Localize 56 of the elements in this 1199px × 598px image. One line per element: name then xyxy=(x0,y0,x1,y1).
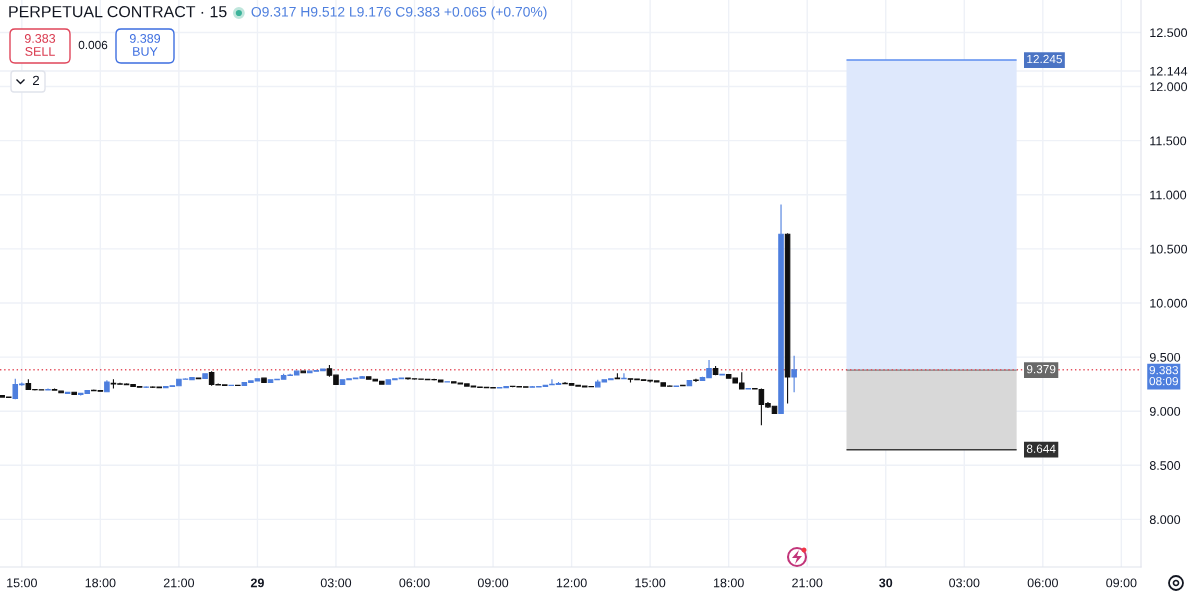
x-tick-label: 15:00 xyxy=(7,578,37,588)
x-tick-label: 15:00 xyxy=(635,578,666,588)
candlestick xyxy=(64,391,71,395)
data-label: 8.644 xyxy=(1026,444,1056,453)
candlestick xyxy=(745,387,752,391)
x-tick-label: 21:00 xyxy=(792,578,823,588)
annotation: 9.389 BUY xyxy=(129,34,161,56)
y-tick-label: 8.000 xyxy=(1149,515,1181,525)
candlestick xyxy=(778,203,784,415)
x-tick-label: 29 xyxy=(250,578,264,588)
data-label: 12.245 xyxy=(1027,54,1062,64)
candlestick xyxy=(614,372,621,380)
x-tick-label: 03:00 xyxy=(949,578,980,588)
x-tick-label: 09:00 xyxy=(1106,578,1137,588)
annotation: 0.006 xyxy=(78,40,108,50)
chart-title: PERPETUAL CONTRACT · 15 xyxy=(9,5,227,18)
chart-subtitle: O9.317 H9.512 L9.176 C9.383 +0.065 (+0.70%) xyxy=(251,6,547,20)
x-tick-label: 12:00 xyxy=(556,578,587,588)
candlestick xyxy=(673,385,680,388)
candlestick xyxy=(712,365,719,376)
candlestick xyxy=(693,378,699,383)
x-tick-label: 30 xyxy=(879,578,893,588)
y-tick-label: 10.000 xyxy=(1150,298,1188,308)
candlestick xyxy=(621,372,627,380)
x-tick-label: 03:00 xyxy=(320,578,352,588)
y-tick-label: 8.500 xyxy=(1149,461,1181,470)
y-tick-label: 9.500 xyxy=(1149,352,1181,362)
y-tick-label: 10.500 xyxy=(1150,244,1188,254)
candlestick xyxy=(444,380,451,384)
candlestick xyxy=(261,377,267,384)
x-tick-label: 06:00 xyxy=(399,578,430,588)
candlestick xyxy=(51,387,58,392)
candlestick xyxy=(104,379,110,393)
candlestick xyxy=(71,391,77,396)
y-tick-label: 11.000 xyxy=(1150,190,1187,200)
data-label: 9.379 xyxy=(1026,364,1056,374)
annotation: 2 xyxy=(33,75,40,85)
x-tick-label: 21:00 xyxy=(163,578,195,588)
y-tick-label: 11.500 xyxy=(1150,136,1187,146)
candlestick xyxy=(791,355,797,393)
candlestick xyxy=(143,385,149,389)
candlestick xyxy=(45,387,51,392)
x-tick-label: 18:00 xyxy=(85,578,116,588)
y-tick-label: 12.144 xyxy=(1150,66,1188,76)
y-tick-label: 12.000 xyxy=(1150,82,1188,92)
x-tick-label: 18:00 xyxy=(713,578,744,588)
candlestick xyxy=(719,373,725,377)
y-tick-label: 12.500 xyxy=(1150,28,1188,38)
annotation: 9.383 SELL xyxy=(24,34,56,56)
y-tick-label: 9.000 xyxy=(1149,406,1181,416)
candlestick xyxy=(300,370,307,374)
x-tick-label: 06:00 xyxy=(1027,578,1058,588)
candlestick xyxy=(202,372,208,380)
ref-line-label: 9.383 08:09 xyxy=(1149,365,1179,386)
x-tick-label: 09:00 xyxy=(477,578,509,588)
candlestick xyxy=(784,232,791,405)
